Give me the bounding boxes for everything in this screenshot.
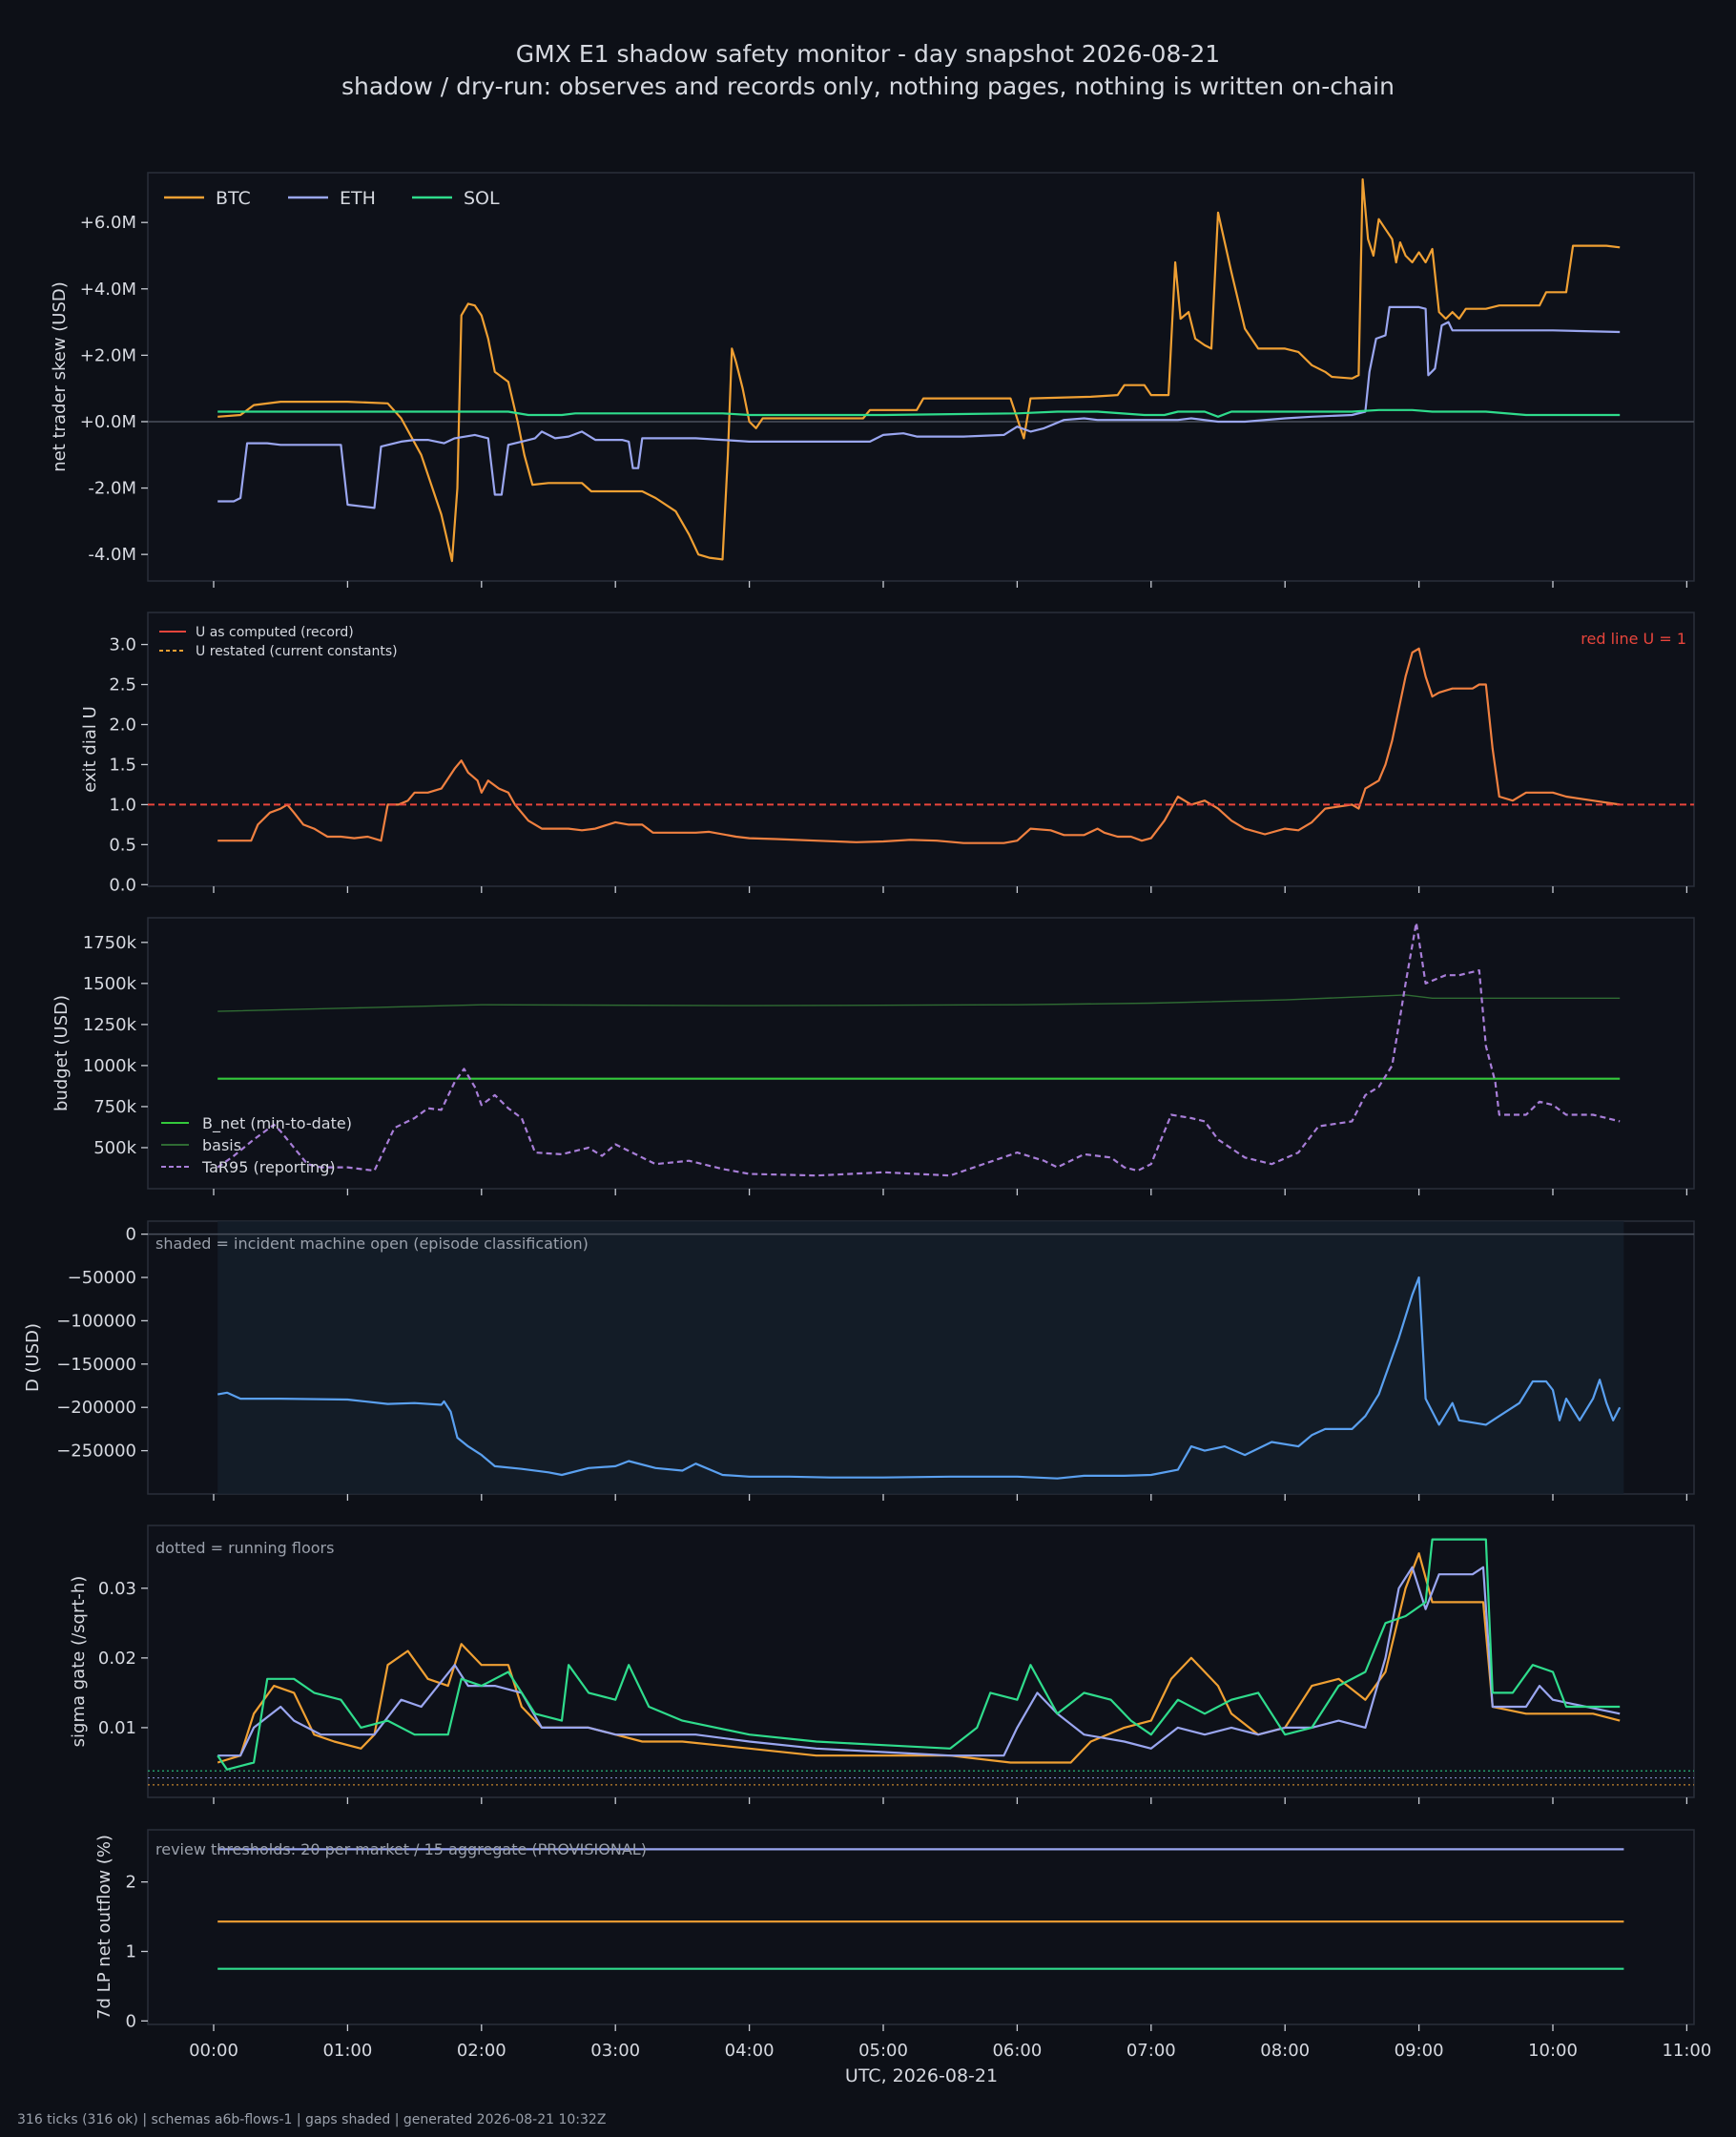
y-tick-label: 2.5 — [109, 675, 136, 695]
legend-label: ETH — [340, 188, 376, 209]
y-tick-label: 0 — [126, 2011, 136, 2031]
y-tick-label: 1250k — [83, 1015, 137, 1035]
y-axis-label: 7d LP net outflow (%) — [94, 1835, 114, 2020]
series-line-sol — [217, 408, 1621, 418]
y-tick-label: 1000k — [83, 1056, 137, 1076]
y-tick-label: 1 — [126, 1942, 136, 1962]
annotation-text: shaded = incident machine open (episode … — [155, 1234, 589, 1253]
y-tick-label: −100000 — [56, 1311, 136, 1331]
y-axis-label: budget (USD) — [52, 995, 72, 1111]
y-tick-label: -4.0M — [88, 545, 136, 565]
y-tick-label: +6.0M — [80, 213, 136, 233]
y-tick-label: +4.0M — [80, 280, 136, 300]
y-tick-label: 1.5 — [109, 755, 136, 775]
y-tick-label: +0.0M — [80, 412, 136, 432]
legend-label: SOL — [464, 188, 500, 209]
y-tick-label: 750k — [93, 1097, 136, 1117]
panel-frame — [147, 1829, 1695, 2025]
y-tick-label: 2 — [126, 1873, 136, 1893]
legend-label: TaR95 (reporting) — [201, 1158, 336, 1176]
x-tick-label: 00:00 — [189, 2041, 238, 2061]
panel-frame — [147, 917, 1695, 1190]
x-tick-label: 05:00 — [858, 2041, 908, 2061]
legend-label: B_net (min-to-date) — [202, 1114, 352, 1133]
y-tick-label: −50000 — [68, 1268, 136, 1288]
figure-title-block: GMX E1 shadow safety monitor - day snaps… — [0, 38, 1736, 103]
chart-panel-2: 0.0 0.5 1.0 1.5 2.0 2.5 3.0 exit dial U red line… — [80, 612, 1695, 895]
chart-panel-4: 0 −50000 −100000 −150000 −200000 −250000 D (US… — [23, 1220, 1695, 1501]
x-tick-label: 02:00 — [457, 2041, 506, 2061]
figure-title: GMX E1 shadow safety monitor - day snaps… — [515, 40, 1221, 68]
x-tick-label: 04:00 — [725, 2041, 775, 2061]
y-tick-label: +2.0M — [80, 345, 136, 365]
chart-panel-1: -4.0M -2.0M +0.0M +2.0M +4.0M +6.0M net trader… — [50, 172, 1695, 588]
y-tick-label: −250000 — [56, 1442, 136, 1462]
series-line-btc — [217, 177, 1621, 563]
y-tick-label: 0.03 — [98, 1579, 136, 1599]
legend-label: basis — [202, 1136, 241, 1154]
y-tick-label: -2.0M — [88, 479, 136, 499]
annotation-text: review thresholds: 20 per market / 15 ag… — [155, 1840, 647, 1858]
y-tick-label: 500k — [93, 1138, 136, 1158]
status-footer: 316 ticks (316 ok) | schemas a6b-flows-1… — [17, 2112, 607, 2127]
series-line — [217, 1276, 1622, 1480]
y-tick-label: 0.01 — [98, 1718, 136, 1738]
y-tick-label: 0.02 — [98, 1649, 136, 1669]
y-tick-label: 3.0 — [109, 635, 136, 655]
x-tick-label: 10:00 — [1528, 2041, 1578, 2061]
y-tick-label: 1750k — [83, 933, 137, 953]
y-axis-label: D (USD) — [23, 1323, 43, 1392]
y-tick-label: 0 — [126, 1225, 136, 1245]
chart-panel-3: 500k 750k 1000k 1250k 1500k 1750k budget (USD)… — [52, 917, 1695, 1195]
x-tick-label: 07:00 — [1126, 2041, 1176, 2061]
panel-frame — [147, 1525, 1695, 1798]
x-tick-label: 03:00 — [590, 2041, 640, 2061]
series-line-eth — [217, 1566, 1621, 1757]
y-tick-label: 1.0 — [109, 795, 136, 815]
y-tick-label: 2.0 — [109, 715, 136, 735]
y-tick-label: −200000 — [56, 1398, 136, 1418]
y-axis-label: exit dial U — [80, 706, 100, 793]
x-axis-label: UTC, 2026-08-21 — [845, 2065, 998, 2086]
figure-subtitle: shadow / dry-run: observes and records o… — [341, 73, 1395, 100]
annotation-text: red line U = 1 — [1581, 630, 1686, 648]
chart-panel-6: 0 1 2 7d LP net outflow (%) review threshold… — [94, 1829, 1711, 2086]
series-line-tar95-reporting- — [217, 922, 1621, 1177]
y-tick-label: 0.5 — [109, 835, 136, 855]
y-axis-label: net trader skew (USD) — [50, 281, 70, 472]
annotation-text: dotted = running floors — [155, 1539, 334, 1557]
series-line-sol — [217, 1538, 1621, 1771]
series-line-basis — [217, 994, 1621, 1012]
y-tick-label: 0.0 — [109, 875, 136, 895]
x-tick-label: 09:00 — [1395, 2041, 1444, 2061]
legend-label: U as computed (record) — [196, 625, 354, 640]
legend-label: BTC — [216, 188, 251, 209]
chart-panel-5: 0.01 0.02 0.03 sigma gate (/sqrt-h) dotted =… — [69, 1525, 1695, 1804]
legend-label: U restated (current constants) — [196, 644, 398, 659]
x-tick-label: 11:00 — [1662, 2041, 1711, 2061]
x-tick-label: 06:00 — [992, 2041, 1042, 2061]
y-tick-label: 1500k — [83, 974, 137, 994]
y-axis-label: sigma gate (/sqrt-h) — [69, 1576, 89, 1748]
x-tick-label: 01:00 — [322, 2041, 372, 2061]
panel-frame — [147, 172, 1695, 582]
x-tick-label: 08:00 — [1260, 2041, 1310, 2061]
incident-shading — [217, 1221, 1624, 1494]
y-tick-label: −150000 — [56, 1355, 136, 1375]
series-line-eth — [217, 305, 1621, 509]
